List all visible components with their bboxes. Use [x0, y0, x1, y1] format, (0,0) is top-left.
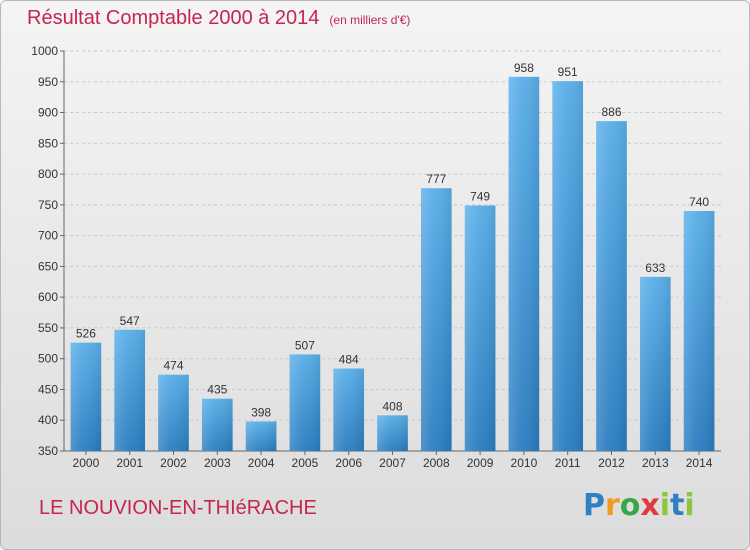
y-tick-label: 800	[38, 167, 58, 181]
y-tick-label: 900	[38, 106, 58, 120]
bar-2011[interactable]	[552, 81, 584, 452]
data-label: 749	[470, 189, 490, 203]
y-tick-label: 650	[38, 259, 58, 273]
bar-2013[interactable]	[639, 276, 671, 451]
bar-2009[interactable]	[464, 205, 496, 451]
bar-2006[interactable]	[333, 368, 365, 451]
x-tick-label: 2008	[423, 456, 450, 470]
bar-2001[interactable]	[114, 329, 146, 451]
bar-2004[interactable]	[245, 421, 277, 451]
chart-subtitle: (en milliers d'€)	[329, 13, 411, 27]
chart-title: Résultat Comptable 2000 à 2014 (en millie…	[27, 7, 410, 30]
bar-2010[interactable]	[508, 76, 540, 451]
y-tick-label: 950	[38, 75, 58, 89]
chart-title-text: Résultat Comptable 2000 à 2014	[27, 7, 320, 29]
data-label: 526	[76, 327, 96, 341]
proxiti-logo[interactable]: Proxiti	[583, 488, 695, 523]
data-label: 958	[514, 61, 534, 75]
y-tick-label: 500	[38, 352, 58, 366]
y-tick-label: 850	[38, 136, 58, 150]
y-tick-label: 750	[38, 198, 58, 212]
x-tick-label: 2004	[248, 456, 275, 470]
commune-name: LE NOUVION-EN-THIéRACHE	[39, 497, 317, 519]
y-tick-label: 450	[38, 382, 58, 396]
y-tick-label: 1000	[31, 44, 58, 58]
data-label: 408	[382, 399, 402, 413]
y-tick-label: 600	[38, 290, 58, 304]
x-tick-label: 2005	[292, 456, 319, 470]
x-tick-label: 2009	[467, 456, 494, 470]
bar-2003[interactable]	[201, 398, 233, 451]
data-label: 951	[558, 65, 578, 79]
x-tick-label: 2000	[73, 456, 100, 470]
data-label: 474	[163, 359, 183, 373]
label-layer: 526 2000 547 2001 474 2002 435 2003 398 2004 507 20…	[73, 61, 713, 470]
bar-2002[interactable]	[158, 374, 189, 451]
data-label: 484	[339, 353, 359, 367]
x-tick-label: 2001	[116, 456, 143, 470]
data-label: 777	[426, 172, 446, 186]
y-tick-label: 350	[38, 444, 58, 458]
data-label: 886	[601, 105, 621, 119]
data-label: 547	[120, 314, 140, 328]
x-tick-label: 2003	[204, 456, 231, 470]
x-tick-label: 2011	[555, 456, 581, 470]
data-label: 435	[207, 383, 227, 397]
y-tick-label: 400	[38, 413, 58, 427]
bar-2005[interactable]	[289, 354, 321, 451]
bar-2014[interactable]	[683, 211, 715, 451]
bar-layer	[70, 76, 715, 452]
x-tick-label: 2002	[160, 456, 187, 470]
x-tick-label: 2013	[642, 456, 669, 470]
x-tick-label: 2007	[379, 456, 406, 470]
x-tick-label: 2012	[598, 456, 625, 470]
x-tick-label: 2014	[686, 456, 713, 470]
data-label: 398	[251, 405, 271, 419]
x-tick-label: 2006	[335, 456, 362, 470]
bar-2012[interactable]	[596, 121, 627, 452]
data-label: 633	[645, 261, 665, 275]
x-tick-label: 2010	[511, 456, 538, 470]
bar-2008[interactable]	[420, 188, 452, 451]
axis-layer: 350 400 450 500 550 600 650 700 750 800 850 900 950 1…	[31, 44, 721, 458]
bar-2000[interactable]	[70, 342, 102, 451]
data-label: 507	[295, 338, 315, 352]
y-tick-label: 700	[38, 229, 58, 243]
y-tick-label: 550	[38, 321, 58, 335]
bar-2007[interactable]	[377, 415, 408, 451]
data-label: 740	[689, 195, 709, 209]
